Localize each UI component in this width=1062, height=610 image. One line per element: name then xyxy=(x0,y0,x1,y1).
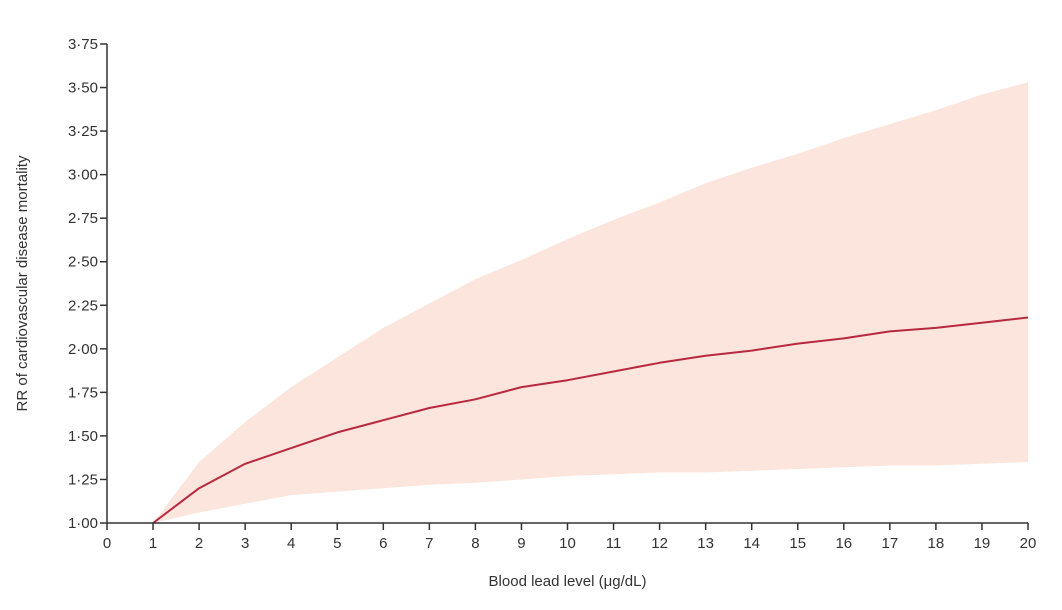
x-tick-label: 15 xyxy=(789,535,806,552)
x-tick-label: 8 xyxy=(471,535,479,552)
x-tick-label: 0 xyxy=(103,535,111,552)
y-tick-label: 2·50 xyxy=(68,254,98,271)
y-tick-label: 3·25 xyxy=(68,123,98,140)
x-tick-label: 14 xyxy=(743,535,760,552)
x-tick-label: 7 xyxy=(425,535,433,552)
x-tick-label: 6 xyxy=(379,535,387,552)
y-tick-label: 2·25 xyxy=(68,297,98,314)
x-tick-label: 1 xyxy=(149,535,157,552)
x-tick-label: 4 xyxy=(287,535,295,552)
confidence-band-layer xyxy=(153,82,1029,524)
x-tick-label: 16 xyxy=(835,535,852,552)
series-line-layer xyxy=(152,316,1029,524)
x-axis-title: Blood lead level (μg/dL) xyxy=(489,573,647,590)
x-tick-label: 19 xyxy=(974,535,991,552)
y-tick-label: 1·25 xyxy=(68,471,98,488)
x-tick-label: 9 xyxy=(517,535,525,552)
y-tick-label: 2·75 xyxy=(68,210,98,227)
x-tick-label: 18 xyxy=(928,535,945,552)
y-tick-label: 1·50 xyxy=(68,428,98,445)
confidence-band xyxy=(153,82,1029,524)
y-axis-title: RR of cardiovascular disease mortality xyxy=(14,155,31,411)
x-tick-label: 5 xyxy=(333,535,341,552)
x-tick-label: 11 xyxy=(606,535,622,552)
y-tick-label: 1·00 xyxy=(68,515,98,532)
y-tick-label: 1·75 xyxy=(68,384,98,401)
x-tick-label: 20 xyxy=(1020,535,1037,552)
x-tick-label: 12 xyxy=(651,535,668,552)
y-tick-label: 3·50 xyxy=(68,80,98,97)
x-tick-label: 13 xyxy=(697,535,714,552)
axes: 1·00 1·25 1·50 1·75 2·00 2·25 2·50 2·75 3·00 3·25… xyxy=(68,36,1036,552)
series-line xyxy=(152,316,1029,524)
y-tick-label: 3·00 xyxy=(68,167,98,184)
y-tick-label: 3·75 xyxy=(68,36,98,53)
x-tick-label: 2 xyxy=(195,535,203,552)
x-tick-label: 3 xyxy=(241,535,249,552)
x-tick-label: 10 xyxy=(559,535,576,552)
x-tick-label: 17 xyxy=(882,535,899,552)
y-tick-label: 2·00 xyxy=(68,341,98,358)
